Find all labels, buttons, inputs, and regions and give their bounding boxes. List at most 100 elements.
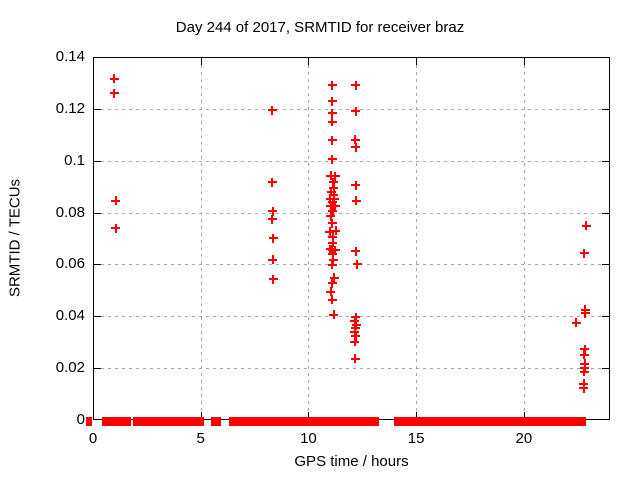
zero-band-segment bbox=[102, 416, 122, 426]
zero-band-segment bbox=[310, 416, 318, 426]
data-point-marker bbox=[327, 295, 337, 305]
data-point-marker bbox=[351, 180, 361, 190]
y-tick-mark bbox=[602, 108, 609, 110]
x-tick-label: 15 bbox=[407, 430, 425, 447]
data-point-marker bbox=[330, 201, 340, 211]
data-point-marker bbox=[328, 206, 338, 216]
zero-band-segment bbox=[561, 416, 587, 426]
y-tick-label: 0.04 bbox=[55, 307, 85, 325]
y-tick-mark bbox=[602, 316, 609, 318]
y-tick-label: 0.1 bbox=[64, 151, 85, 169]
x-tick-mark bbox=[416, 412, 418, 419]
h-gridline bbox=[94, 368, 609, 370]
zero-band-segment bbox=[314, 416, 327, 426]
zero-band-segment bbox=[434, 416, 442, 426]
data-point-marker bbox=[109, 74, 119, 84]
y-tick-mark bbox=[602, 264, 609, 266]
data-point-marker bbox=[267, 105, 277, 115]
data-point-marker bbox=[351, 331, 361, 341]
data-point-marker bbox=[350, 354, 360, 363]
zero-band-segment bbox=[333, 416, 357, 426]
plot-area bbox=[85, 57, 610, 426]
zero-band-segment bbox=[551, 416, 560, 426]
y-tick-mark bbox=[94, 316, 101, 318]
y-axis-label: SRMTID / TECUs bbox=[6, 178, 24, 298]
zero-band-segment bbox=[287, 416, 309, 426]
data-point-marker bbox=[330, 245, 340, 255]
data-point-marker bbox=[267, 177, 277, 187]
data-point-marker bbox=[327, 117, 337, 127]
data-point-marker bbox=[350, 316, 360, 326]
x-tick-mark bbox=[308, 58, 310, 65]
y-tick-label: 0.08 bbox=[55, 203, 85, 221]
y-tick-label: 0.12 bbox=[55, 99, 85, 117]
zero-band-segment bbox=[123, 416, 131, 426]
zero-band-segment bbox=[211, 416, 219, 426]
zero-band-segment bbox=[185, 416, 193, 426]
zero-band-segment bbox=[500, 416, 508, 426]
data-point-marker bbox=[329, 183, 339, 193]
zero-band-segment bbox=[198, 416, 205, 426]
v-gridline bbox=[308, 58, 310, 419]
zero-band-segment bbox=[400, 416, 426, 426]
data-point-marker bbox=[111, 223, 121, 233]
y-tick-mark bbox=[602, 368, 609, 370]
data-point-marker bbox=[350, 337, 360, 347]
data-point-marker bbox=[571, 318, 581, 328]
data-point-marker bbox=[579, 350, 589, 360]
zero-band-segment bbox=[215, 416, 222, 426]
zero-band-segment bbox=[426, 416, 438, 426]
zero-band-segment bbox=[242, 416, 249, 426]
y-tick-mark bbox=[94, 160, 101, 162]
data-point-marker bbox=[327, 278, 337, 288]
x-tick-mark bbox=[200, 412, 202, 419]
zero-band-segment bbox=[544, 416, 552, 426]
x-tick-label: 20 bbox=[515, 430, 533, 447]
data-point-marker bbox=[351, 246, 361, 256]
data-point-marker bbox=[109, 88, 119, 98]
y-tick-mark bbox=[94, 368, 101, 370]
y-tick-label: 0.14 bbox=[55, 48, 85, 65]
data-point-marker bbox=[329, 310, 339, 320]
zero-band-segment bbox=[85, 416, 93, 426]
data-point-marker bbox=[327, 260, 337, 270]
data-point-marker bbox=[351, 196, 361, 206]
zero-band-segment bbox=[247, 416, 288, 426]
x-tick-mark bbox=[200, 58, 202, 65]
zero-band-segment bbox=[152, 416, 164, 426]
data-point-marker bbox=[331, 226, 341, 236]
y-tick-mark bbox=[602, 212, 609, 214]
data-point-marker bbox=[328, 197, 338, 207]
h-gridline bbox=[94, 160, 609, 162]
y-tick-mark bbox=[94, 108, 101, 110]
data-point-marker bbox=[351, 142, 361, 152]
zero-band-segment bbox=[457, 416, 465, 426]
data-point-marker bbox=[111, 196, 121, 206]
x-tick-mark bbox=[523, 412, 525, 419]
zero-band-segment bbox=[536, 416, 545, 426]
data-point-marker bbox=[351, 106, 361, 116]
zero-band-segment bbox=[354, 416, 362, 426]
h-gridline bbox=[94, 264, 609, 266]
x-tick-mark bbox=[416, 58, 418, 65]
y-tick-mark bbox=[94, 264, 101, 266]
zero-band-segment bbox=[189, 416, 199, 426]
x-tick-label: 0 bbox=[88, 430, 98, 447]
data-point-marker bbox=[328, 177, 338, 187]
zero-band-segment bbox=[507, 416, 516, 426]
data-point-marker bbox=[268, 233, 278, 243]
data-point-marker bbox=[352, 259, 362, 269]
zero-band-segment bbox=[306, 416, 314, 426]
data-point-marker bbox=[267, 214, 277, 224]
y-tick-label: 0.06 bbox=[55, 255, 85, 273]
zero-band-segment bbox=[118, 416, 126, 426]
data-point-marker bbox=[326, 187, 336, 197]
x-tick-label: 10 bbox=[300, 430, 317, 447]
chart-title: Day 244 of 2017, SRMTID for receiver bra… bbox=[175, 19, 465, 36]
data-point-marker bbox=[327, 96, 337, 106]
data-point-marker bbox=[327, 218, 337, 228]
data-point-marker bbox=[579, 367, 589, 377]
zero-band-segment bbox=[478, 416, 502, 426]
zero-band-segment bbox=[160, 416, 172, 426]
x-tick-mark bbox=[523, 58, 525, 65]
